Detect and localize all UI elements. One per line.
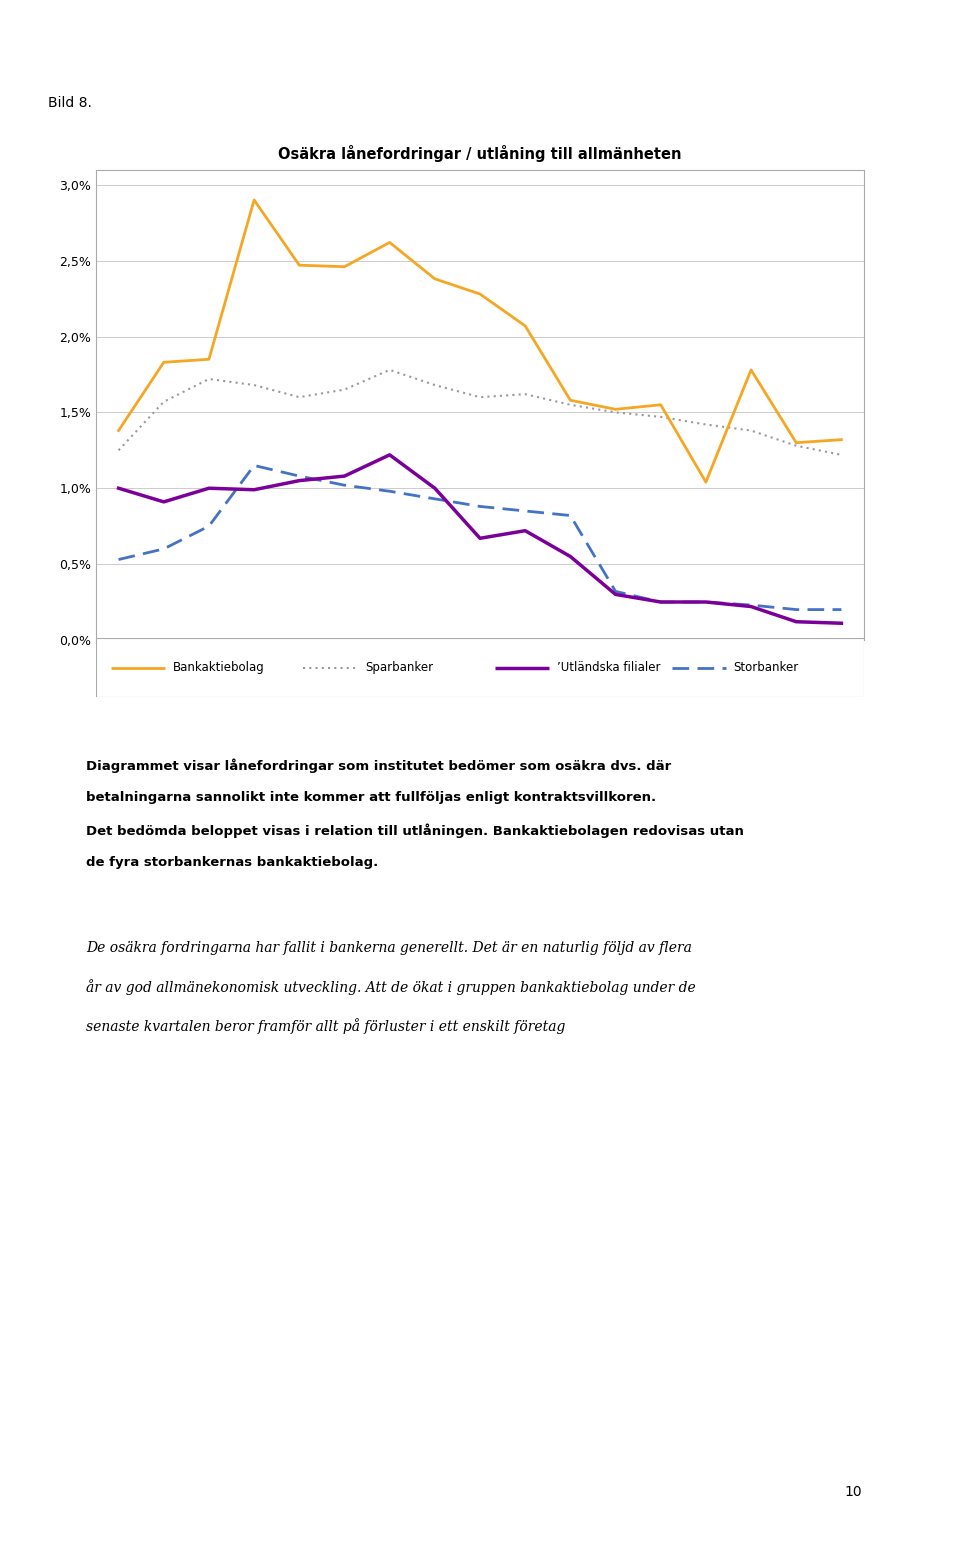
Text: 10: 10: [845, 1485, 862, 1499]
Text: betalningarna sannolikt inte kommer att fullföljas enligt kontraktsvillkoren.: betalningarna sannolikt inte kommer att …: [86, 791, 657, 803]
Text: ’Utländska filialer: ’Utländska filialer: [557, 662, 660, 674]
Text: Storbanker: Storbanker: [733, 662, 799, 674]
Text: år av god allmänekonomisk utveckling. Att de ökat i gruppen bankaktiebolag under: år av god allmänekonomisk utveckling. At…: [86, 979, 696, 995]
Text: Bankaktiebolag: Bankaktiebolag: [173, 662, 265, 674]
Text: senaste kvartalen beror framför allt på förluster i ett enskilt företag: senaste kvartalen beror framför allt på …: [86, 1018, 565, 1033]
Text: Sparbanker: Sparbanker: [365, 662, 433, 674]
Text: Det bedömda beloppet visas i relation till utlåningen. Bankaktiebolagen redovisa: Det bedömda beloppet visas i relation ti…: [86, 823, 744, 837]
FancyBboxPatch shape: [96, 638, 864, 697]
Text: De osäkra fordringarna har fallit i bankerna generellt. Det är en naturlig följd: De osäkra fordringarna har fallit i bank…: [86, 941, 692, 954]
Text: de fyra storbankernas bankaktiebolag.: de fyra storbankernas bankaktiebolag.: [86, 856, 378, 868]
Title: Osäkra lånefordringar / utlåning till allmänheten: Osäkra lånefordringar / utlåning till al…: [278, 145, 682, 162]
Text: Bild 8.: Bild 8.: [48, 96, 92, 109]
Text: Diagrammet visar lånefordringar som institutet bedömer som osäkra dvs. där: Diagrammet visar lånefordringar som inst…: [86, 759, 672, 773]
